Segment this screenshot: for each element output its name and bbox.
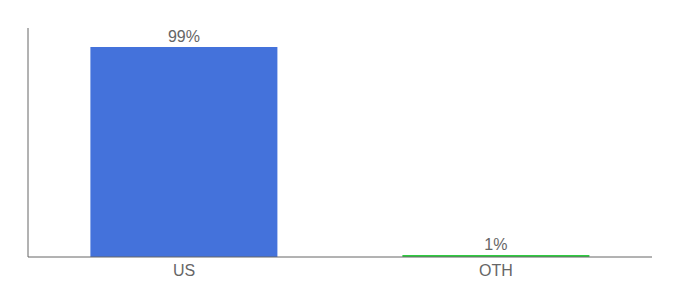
svg-text:OTH: OTH <box>479 262 513 279</box>
svg-text:1%: 1% <box>484 236 507 253</box>
svg-text:99%: 99% <box>168 28 200 45</box>
svg-text:US: US <box>173 262 195 279</box>
